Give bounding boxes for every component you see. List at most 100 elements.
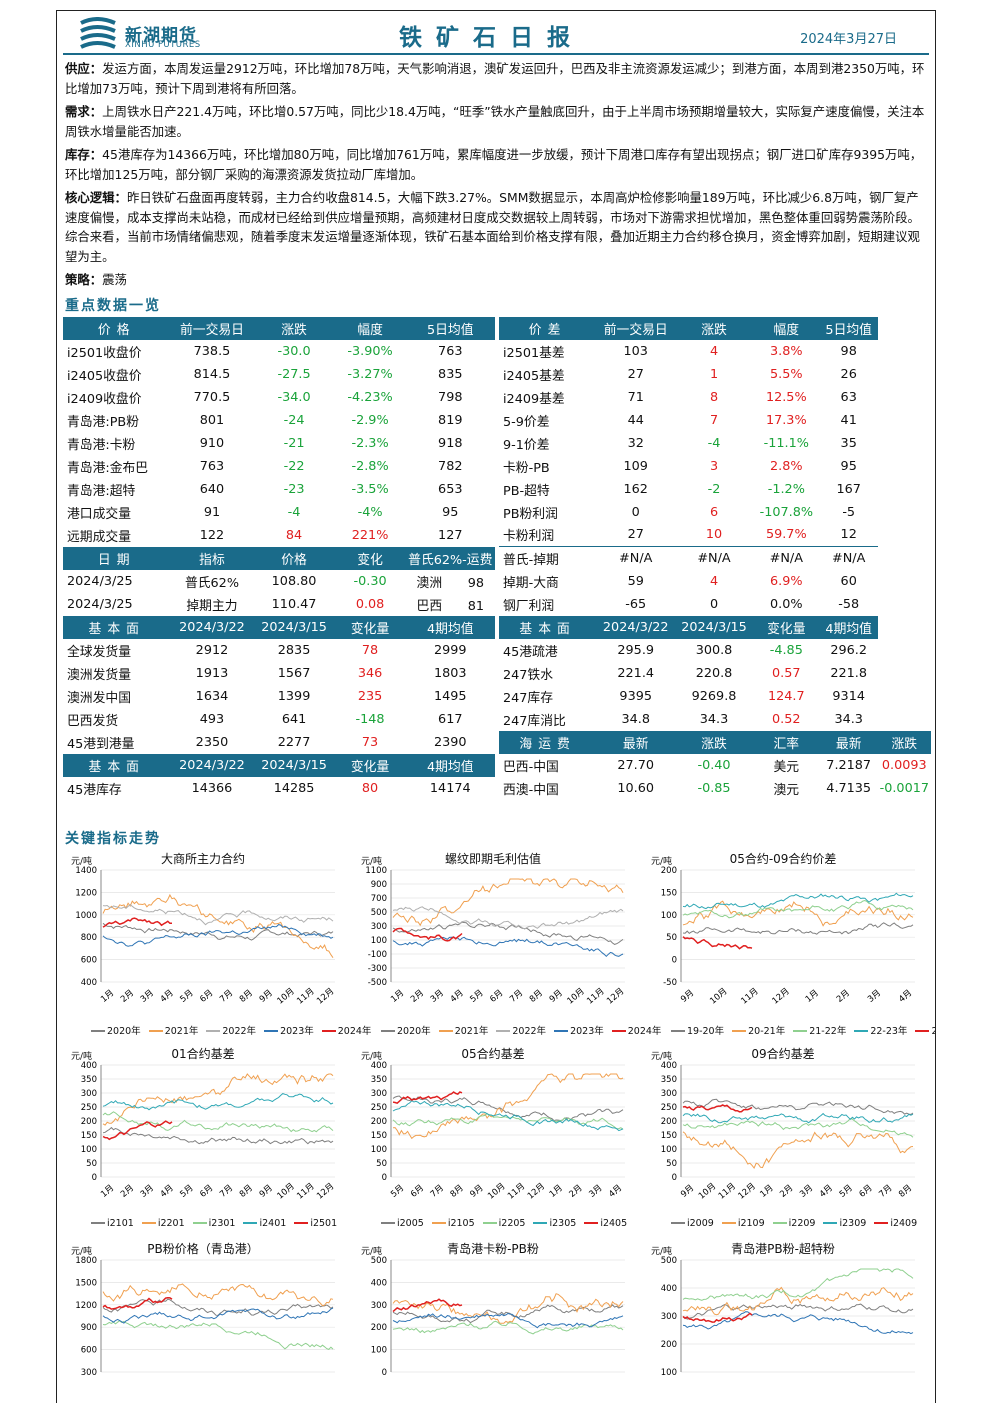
legend-item: 23-24年 <box>915 1026 935 1037</box>
chart-plot: 400 350 300 250 200 150 100 50 05月 6月 7月 8月 9月 10月11月… <box>371 1061 625 1201</box>
series-line <box>682 892 914 909</box>
summary-paragraph: 策略：震荡 <box>65 270 925 290</box>
table-cell: 1567 <box>277 665 311 681</box>
table-row: 远期成交量 122 84 221% 127 <box>63 524 495 547</box>
summary-body: 昨日铁矿石盘面再度转弱，主力合约收盘814.5，大幅下跌3.27%。SMM数据显… <box>65 190 920 264</box>
table-cell: 青岛港:超特 <box>67 483 136 499</box>
trend-chart: PB粉价格（青岛港） 元/吨 1800 1500 1200 900 600 300 <box>63 1240 343 1403</box>
legend-item: 20-21年 <box>732 1026 785 1037</box>
y-tick-label: 1200 <box>75 1300 97 1310</box>
table-cell: 9395 <box>619 688 652 704</box>
x-tick-label: 5月 <box>389 1183 406 1200</box>
table-row: i2405收盘价 814.5 -27.5 -3.27% 835 <box>63 363 495 386</box>
table-cell: 95 <box>840 458 857 474</box>
summary-label: 供应： <box>65 61 103 76</box>
x-tick-label: 2月 <box>778 1183 795 1200</box>
table-row: 45港库存 14366 14285 80 14174 <box>63 777 495 800</box>
y-tick-label: 1800 <box>75 1256 97 1266</box>
logo-icon <box>80 17 116 49</box>
table-cell: PB-超特 <box>503 483 550 499</box>
y-tick-label: 0 <box>92 1173 97 1183</box>
trend-chart: 01合约基差 元/吨 400 350 300 250 200 150 100 50 0 1月 2月 3月 4… <box>63 1045 343 1240</box>
section-title-key-data: 重点数据一览 <box>65 297 161 314</box>
table-cell: -3.5% <box>351 481 389 497</box>
y-tick-label: 300 <box>371 922 387 932</box>
x-tick-label: 3月 <box>798 1183 815 1200</box>
table-cell: 远期成交量 <box>67 529 131 545</box>
table-cell: 45港疏港 <box>503 644 558 660</box>
table-cell: 91 <box>203 504 221 520</box>
x-tick-label: 4月 <box>818 1183 835 1200</box>
table-cell: i2501收盘价 <box>67 345 142 361</box>
series-line <box>682 1311 753 1323</box>
legend-item: 22-23年 <box>854 1026 907 1037</box>
chart-unit: 元/吨 <box>71 856 93 867</box>
y-tick-label: 400 <box>661 1061 677 1071</box>
legend-item: i2501 <box>294 1218 337 1229</box>
table-cell: 109 <box>623 458 648 474</box>
table-cell: -107.8% <box>759 504 813 520</box>
table-cell: 296.2 <box>830 642 868 658</box>
x-tick-label: 9月 <box>468 1183 485 1200</box>
table-row: 港口成交量 91 -4 -4% 95 <box>63 501 495 524</box>
table-row: 2024/3/25 普氏62% 108.80 -0.30 澳洲 98 <box>63 570 495 593</box>
table-cell: 653 <box>438 481 463 497</box>
x-tick-label: 1月 <box>548 1183 565 1200</box>
x-tick-label: 10月 <box>275 1181 296 1201</box>
table-cell: 41 <box>840 412 857 428</box>
y-tick-label: 300 <box>661 1089 677 1099</box>
table-row: 掉期-大商 59 4 6.9% 60 <box>499 570 931 593</box>
y-tick-label: 1100 <box>365 866 387 876</box>
table-cell: i2405收盘价 <box>67 368 142 384</box>
legend-item: i2009 <box>671 1218 714 1229</box>
table-cell: 7 <box>709 412 719 428</box>
table-cell: 14285 <box>273 780 315 796</box>
y-tick-label: -50 <box>663 978 677 988</box>
table-cell: 1803 <box>433 665 467 681</box>
table-cell: 变化量 <box>334 753 406 777</box>
y-tick-label: 600 <box>81 955 97 965</box>
table-cell: 103 <box>623 343 648 359</box>
y-tick-label: 250 <box>371 1103 387 1113</box>
series-line <box>102 1296 173 1310</box>
summary-body: 上周铁水日产221.4万吨，环比增0.57万吨，同比少18.4万吨，“旺季”铁水… <box>65 104 925 139</box>
table-cell: -4 <box>707 435 721 451</box>
series-line <box>392 935 624 957</box>
series-line <box>392 1297 463 1312</box>
y-tick-label: 200 <box>661 866 677 876</box>
table-row: 45港疏港 295.9 300.8 -4.85 296.2 <box>499 639 931 662</box>
table-header: 海运费 最新 涨跌 汇率 最新 涨跌 <box>499 730 931 754</box>
table-cell: 基本面 <box>499 615 597 639</box>
x-tick-label: 9月 <box>258 988 275 1005</box>
table-cell: 835 <box>438 366 463 382</box>
table-row: i2405基差 27 1 5.5% 26 <box>499 363 931 386</box>
summary-paragraph: 需求：上周铁水日产221.4万吨，环比增0.57万吨，同比少18.4万吨，“旺季… <box>65 102 925 141</box>
table-cell: 95 <box>442 504 459 520</box>
x-tick-label: 6月 <box>198 988 215 1005</box>
y-tick-label: 1400 <box>75 866 97 876</box>
x-tick-label: 10月 <box>275 986 296 1006</box>
table-cell: 3.8% <box>770 343 803 359</box>
table-cell: 涨跌 <box>675 730 753 754</box>
table-cell: 幅度 <box>752 316 820 340</box>
table-cell: 1913 <box>195 665 229 681</box>
table-cell: 247库存 <box>503 690 554 706</box>
table-cell: 价格 <box>63 316 171 340</box>
table-row: 45港到港量 2350 2277 73 2390 <box>63 731 495 754</box>
table-cell: 819 <box>438 412 463 428</box>
legend-item: 2020年 <box>91 1026 141 1037</box>
x-tick-label: 8月 <box>528 988 545 1005</box>
table-cell: 变化量 <box>334 615 406 639</box>
table-cell: 0 <box>709 596 719 612</box>
y-tick-label: 1200 <box>75 888 97 898</box>
table-cell: 巴西发货 <box>67 713 119 729</box>
table-cell: -27.5 <box>277 366 311 382</box>
trend-chart: 05合约-09合约价差 元/吨 200 150 100 50 0 -50 9月 10月 11月 12月… <box>643 850 935 1045</box>
table-cell: -0.0017 <box>879 780 929 796</box>
table-row: i2501收盘价 738.5 -30.0 -3.90% 763 <box>63 340 495 363</box>
report-title: 铁矿石日报 <box>399 24 584 51</box>
series-line <box>102 923 334 947</box>
table-cell: 247铁水 <box>503 667 554 683</box>
legend-item: i2409 <box>874 1218 917 1229</box>
table-row: i2409收盘价 770.5 -34.0 -4.23% 798 <box>63 386 495 409</box>
